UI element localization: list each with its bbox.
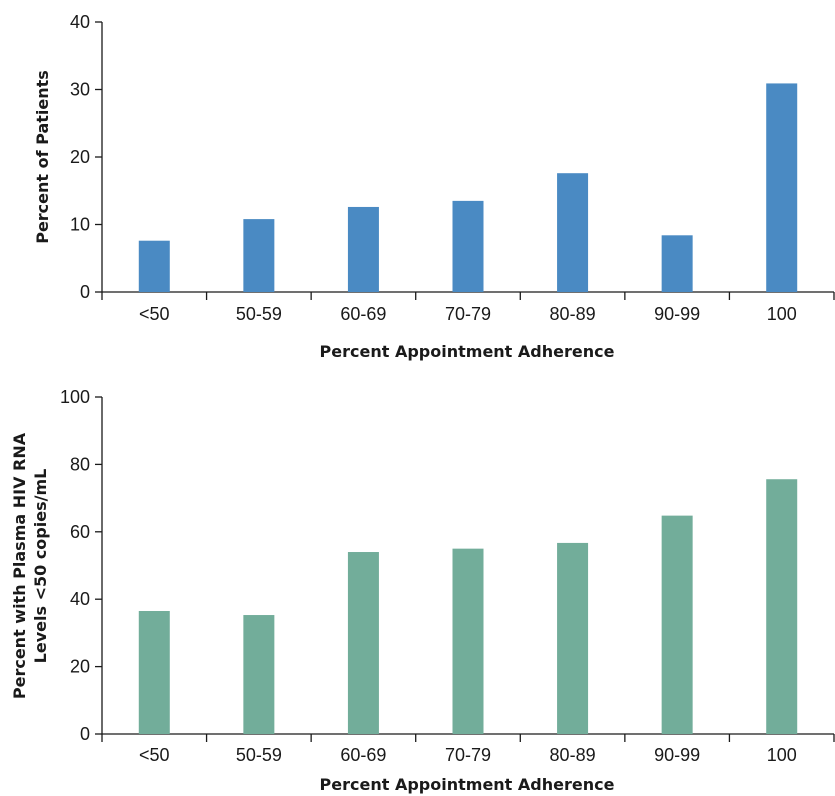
bar [243, 219, 275, 292]
bar [243, 615, 275, 734]
y-axis-title-line-1: Percent with Plasma HIV RNA [10, 432, 29, 699]
x-tick-label: 70-79 [445, 304, 491, 324]
x-tick-label: 60-69 [340, 304, 386, 324]
bars [138, 83, 798, 292]
x-tick-label: 50-59 [236, 304, 282, 324]
y-ticks: 0 20 40 60 80 100 [60, 387, 102, 744]
bar [766, 479, 798, 734]
bar [557, 173, 589, 292]
x-tick-label: 60-69 [340, 745, 386, 765]
x-tick-label: <50 [139, 745, 170, 765]
y-tick-label: 100 [60, 387, 90, 407]
y-tick-label: 40 [70, 12, 90, 32]
x-ticks: <50 50-59 60-69 70-79 80-89 90-99 100 [101, 292, 835, 324]
bar [347, 552, 379, 734]
x-tick-label: 80-89 [550, 304, 596, 324]
y-tick-label: 20 [70, 147, 90, 167]
y-ticks: 0 10 20 30 40 [70, 12, 102, 302]
x-axis-title: Percent Appointment Adherence [320, 775, 615, 794]
y-axis-title: Percent of Patients [33, 70, 52, 244]
x-axis-title: Percent Appointment Adherence [320, 342, 615, 361]
bar [138, 610, 170, 734]
y-axis-title-line-2: Levels <50 copies/mL [31, 469, 50, 664]
bar [138, 240, 170, 292]
y-tick-label: 40 [70, 589, 90, 609]
x-tick-label: 100 [767, 745, 797, 765]
y-tick-label: 60 [70, 522, 90, 542]
bar [661, 515, 693, 734]
bar [452, 200, 484, 292]
y-tick-label: 20 [70, 657, 90, 677]
y-tick-label: 0 [80, 282, 90, 302]
bars [138, 479, 798, 734]
y-tick-label: 10 [70, 215, 90, 235]
y-tick-label: 30 [70, 80, 90, 100]
x-tick-label: 100 [767, 304, 797, 324]
x-tick-label: 80-89 [550, 745, 596, 765]
bar [557, 542, 589, 734]
bar [766, 83, 798, 292]
bar [347, 206, 379, 292]
patients-adherence-chart: 0 10 20 30 40 <50 50-59 60-69 70-79 80-89 90-99 10… [33, 12, 835, 361]
x-tick-label: 50-59 [236, 745, 282, 765]
y-tick-label: 0 [80, 724, 90, 744]
x-tick-label: 90-99 [654, 745, 700, 765]
bar [452, 548, 484, 734]
x-tick-label: 90-99 [654, 304, 700, 324]
bar [661, 235, 693, 292]
hiv-rna-adherence-chart: 0 20 40 60 80 100 <50 50-59 60-69 70-79 80-89 90-9… [10, 387, 835, 794]
x-tick-label: 70-79 [445, 745, 491, 765]
x-ticks: <50 50-59 60-69 70-79 80-89 90-99 100 [101, 734, 835, 765]
x-tick-label: <50 [139, 304, 170, 324]
y-tick-label: 80 [70, 454, 90, 474]
